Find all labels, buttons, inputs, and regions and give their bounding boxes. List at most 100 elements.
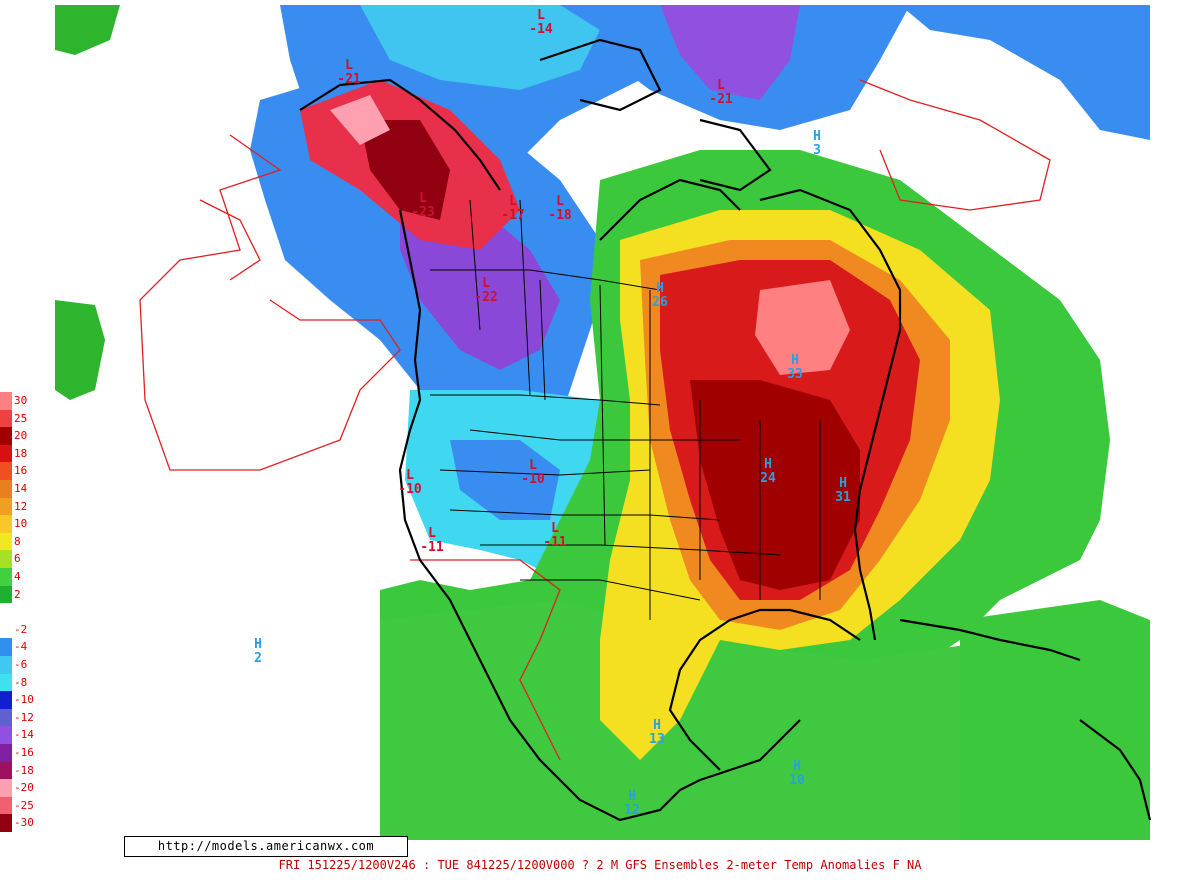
legend-swatch (0, 726, 12, 744)
low-letter: L (428, 526, 436, 541)
legend-label: -2 (14, 622, 28, 636)
high-letter: H (628, 789, 636, 804)
high-letter: H (254, 637, 262, 652)
high-letter: H (813, 129, 821, 144)
legend-label: -12 (14, 710, 34, 724)
low-value: -21 (709, 92, 733, 107)
legend-label: 14 (14, 482, 28, 495)
low-letter: L (556, 194, 564, 209)
low-letter: L (537, 8, 545, 23)
legend-label: -10 (14, 693, 34, 707)
legend-swatch (0, 779, 12, 797)
anomaly-region-green-pacific-w (55, 300, 105, 400)
low-value: -11 (420, 540, 444, 555)
legend-label: 18 (14, 446, 28, 460)
legend-swatch (0, 691, 12, 709)
anomaly-region-blue-atlantic-ne (900, 5, 1150, 140)
legend-swatch (0, 673, 12, 692)
high-letter: H (656, 281, 664, 296)
low-letter: L (551, 521, 559, 536)
anomaly-region-pink-alaska (330, 95, 390, 145)
high-value: 33 (787, 367, 803, 382)
low-value: -11 (543, 535, 567, 550)
legend-label: -18 (14, 763, 34, 777)
map-caption: FRI 151225/1200V246 : TUE 841225/1200V00… (278, 858, 922, 872)
low-letter: L (419, 191, 427, 206)
legend-label: 30 (14, 394, 28, 407)
high-letter: H (764, 457, 772, 472)
high-marker: H13 (649, 718, 665, 747)
high-marker: H12 (624, 789, 640, 818)
legend-swatch (0, 427, 12, 445)
anomaly-region-lightblue-arctic (360, 5, 600, 90)
anomaly-region-darkred-east (690, 380, 860, 590)
legend-label: -4 (14, 640, 28, 654)
high-letter: H (793, 759, 801, 774)
high-letter: H (839, 476, 847, 491)
high-marker: H24 (760, 457, 776, 486)
low-marker: L-17 (501, 194, 524, 223)
legend-swatch (0, 708, 12, 727)
high-marker: H3 (813, 129, 821, 158)
low-value: -23 (411, 205, 434, 220)
low-marker: L-21 (709, 78, 733, 107)
zero-contours (139, 79, 1051, 761)
high-value: 12 (624, 803, 640, 818)
legend-swatch (0, 796, 12, 815)
high-value: 24 (760, 471, 776, 486)
legend-swatch (0, 744, 12, 762)
low-letter: L (345, 58, 353, 73)
high-value: 2 (254, 651, 262, 666)
high-marker: H31 (835, 476, 851, 505)
low-marker: L-11 (543, 521, 567, 550)
legend-label: -8 (14, 675, 28, 689)
legend-label: -25 (14, 798, 34, 812)
legend-label: 20 (14, 429, 28, 443)
legend-swatch (0, 638, 12, 656)
legend-label: 8 (14, 534, 21, 548)
high-value: 31 (835, 490, 851, 505)
legend-swatch (0, 620, 12, 639)
legend-swatch (0, 409, 12, 428)
legend-label: 4 (14, 570, 21, 583)
low-letter: L (406, 468, 414, 483)
legend-label: 6 (14, 552, 21, 566)
high-marker: H26 (652, 281, 668, 310)
low-letter: L (529, 458, 537, 473)
source-url: http://models.americanwx.com (124, 836, 408, 857)
low-value: -22 (474, 290, 497, 305)
anomaly-region-green-caribbean (960, 600, 1150, 840)
low-marker: L-10 (521, 458, 545, 487)
low-value: -14 (529, 22, 553, 37)
legend-label: -6 (14, 658, 28, 671)
legend-swatch (0, 462, 12, 480)
legend-swatch (0, 497, 12, 516)
legend-swatch (0, 550, 12, 568)
low-value: -10 (521, 472, 545, 487)
legend-label: 12 (14, 499, 28, 513)
legend-swatch (0, 814, 12, 832)
anomaly-region-pink-ontario (755, 280, 850, 375)
color-legend: 30 25 20 18 16 14 12 10 8 6 4 2 -2 -4 -6 -8 -10 -12 -14 -16… (0, 392, 40, 832)
political-borders (430, 199, 821, 620)
high-marker: H10 (789, 759, 805, 788)
anomaly-region-darkred-alaska (360, 120, 450, 220)
low-marker: L-21 (337, 58, 361, 87)
legend-label: -16 (14, 746, 34, 759)
low-value: -21 (337, 72, 361, 87)
anomaly-region-blue-westus (450, 440, 560, 520)
legend-swatch (0, 444, 12, 463)
low-value: -17 (501, 208, 524, 223)
legend-label: 10 (14, 517, 28, 531)
legend-swatch (0, 656, 12, 674)
low-marker: L-10 (398, 468, 422, 497)
legend-swatch (0, 532, 12, 551)
high-value: 26 (652, 295, 668, 310)
high-letter: H (791, 353, 799, 368)
legend-label: 16 (14, 464, 28, 478)
low-marker: L-18 (548, 194, 572, 223)
legend-label: 2 (14, 587, 21, 601)
low-marker: L-11 (420, 526, 444, 555)
